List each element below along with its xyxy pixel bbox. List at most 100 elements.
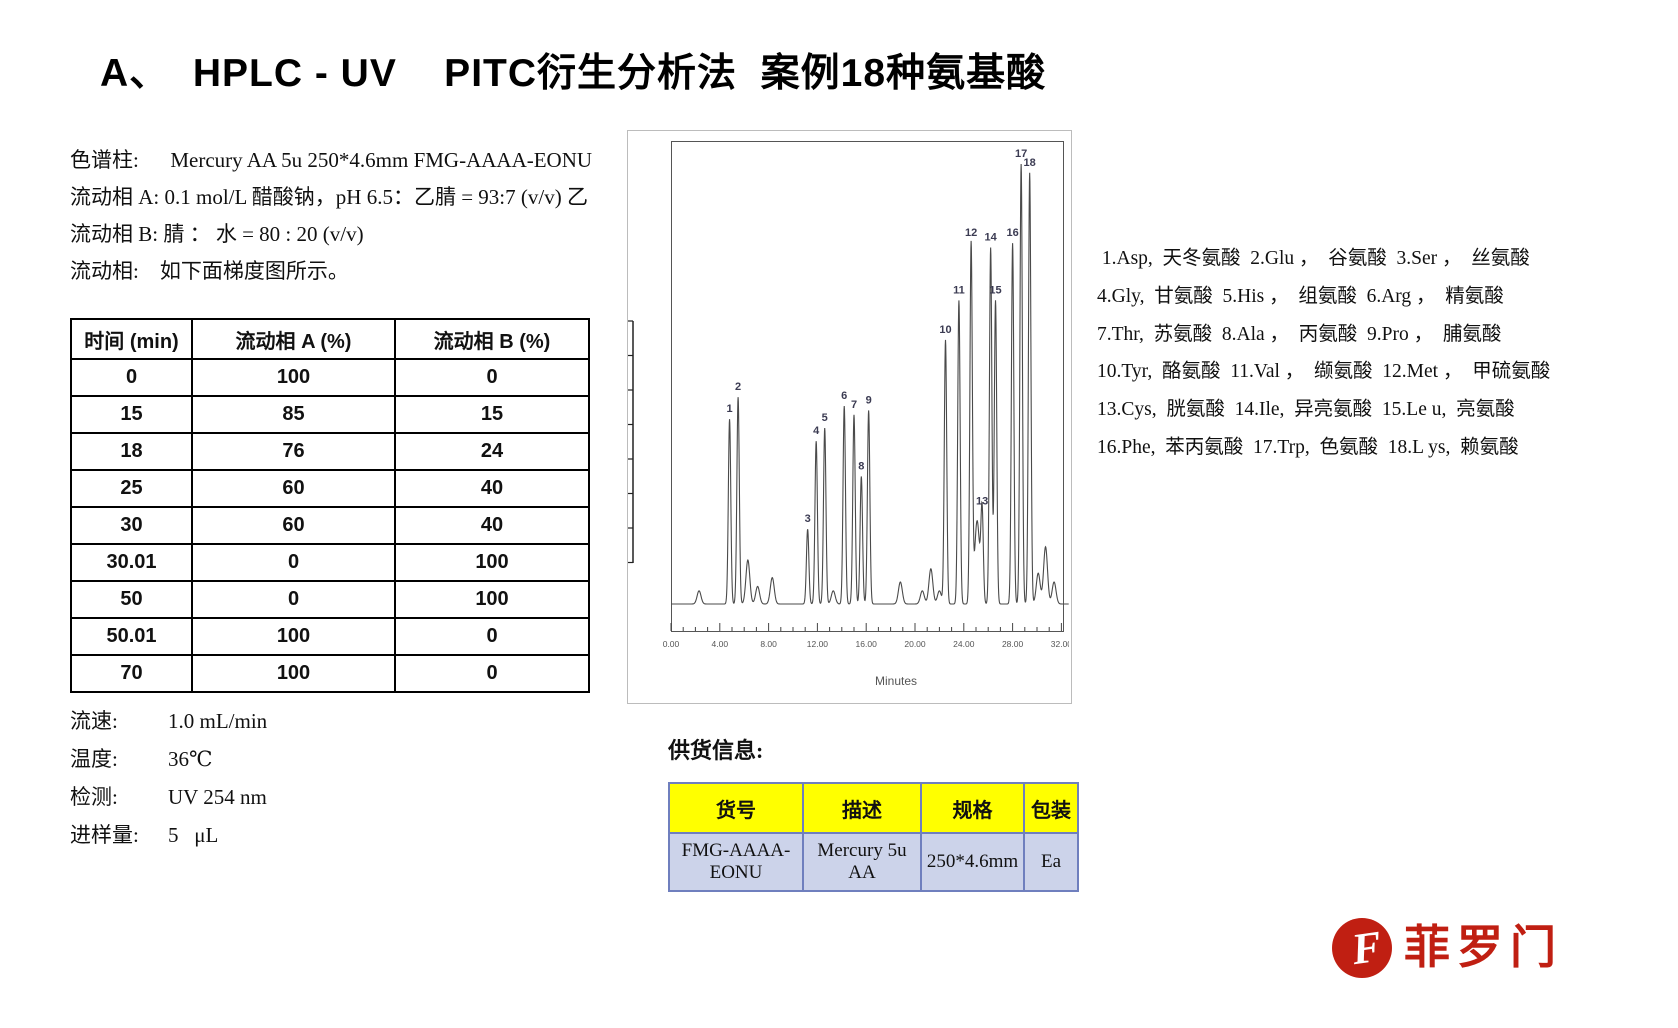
run-conditions: 流速: 1.0 mL/min 温度: 36℃ 检测: UV 254 nm 进样量: 5 μL xyxy=(70,702,267,854)
x-tick-label: 0.00 xyxy=(663,639,680,649)
condition-line: 流动相 A: 0.1 mol/L 醋酸钠，pH 6.5：乙腈 = 93:7 (v… xyxy=(70,185,588,209)
plot-frame xyxy=(671,141,1064,632)
gradient-cell: 85 xyxy=(191,395,396,434)
peak-label-9: 9 xyxy=(866,394,872,406)
gradient-cell: 100 xyxy=(394,580,590,619)
gradient-cell: 50.01 xyxy=(70,617,193,656)
condition-line: 流动相 B: 腈 ： 水 = 80 : 20 (v/v) xyxy=(70,222,364,246)
gradient-cell: 40 xyxy=(394,469,590,508)
x-tick-label: 28.00 xyxy=(1002,639,1024,649)
x-tick-label: 20.00 xyxy=(904,639,926,649)
gradient-cell: 40 xyxy=(394,506,590,545)
gradient-cell: 100 xyxy=(191,617,396,656)
peak-label-7: 7 xyxy=(851,399,857,411)
supply-cell: Mercury 5u AA xyxy=(802,832,922,892)
gradient-row: 50.01 100 0 xyxy=(70,617,590,656)
chromatography-conditions: 色谱柱: Mercury AA 5u 250*4.6mm FMG-AAAA-EO… xyxy=(70,142,592,290)
peak-label-16: 16 xyxy=(1006,227,1018,239)
gradient-row: 25 60 40 xyxy=(70,469,590,508)
gradient-cell: 18 xyxy=(70,432,193,471)
brand-logo: F 菲罗门 xyxy=(1330,912,1563,982)
gradient-cell: 0 xyxy=(394,617,590,656)
gradient-cell: 100 xyxy=(191,358,396,397)
gradient-row: 0 100 0 xyxy=(70,358,590,397)
peak-label-13: 13 xyxy=(976,496,988,508)
supply-cell: FMG-AAAA-EONU xyxy=(668,832,804,892)
peak-label-5: 5 xyxy=(822,412,828,424)
x-tick-label: 4.00 xyxy=(712,639,729,649)
chromatogram-panel: 0.00 4.00 8.00 12.00 16.00 20.00 24.00 28.00 32.… xyxy=(627,130,1072,704)
supply-col-header: 包装 xyxy=(1023,782,1079,834)
peak-label-11: 11 xyxy=(953,284,965,296)
condition-label: 温度: xyxy=(70,747,118,771)
condition-value: UV 254 nm xyxy=(168,785,267,809)
gradient-cell: 0 xyxy=(394,358,590,397)
gradient-row: 30.01 0 100 xyxy=(70,543,590,582)
gradient-cell: 100 xyxy=(191,654,396,693)
supply-col-header: 规格 xyxy=(920,782,1025,834)
x-tick-label: 16.00 xyxy=(856,639,878,649)
chromatogram-trace xyxy=(671,163,1069,605)
logo-text: 菲罗门 xyxy=(1404,921,1563,973)
gradient-cell: 60 xyxy=(191,469,396,508)
peak-label-17: 17 xyxy=(1015,148,1027,160)
gradient-cell: 60 xyxy=(191,506,396,545)
x-tick-label: 24.00 xyxy=(953,639,975,649)
page-title: A、 HPLC - UV PITC衍生分析法 案例18种氨基酸 xyxy=(100,52,1047,96)
supply-cell: Ea xyxy=(1023,832,1079,892)
legend-line: 10.Tyr, 酪氨酸 11.Val ， 缬氨酸 12.Met ， 甲硫氨酸 xyxy=(1097,361,1551,383)
gradient-cell: 25 xyxy=(70,469,193,508)
condition-label: 进样量: xyxy=(70,823,139,847)
gradient-cell: 100 xyxy=(394,543,590,582)
peak-label-1: 1 xyxy=(726,403,732,415)
x-tick-label: 32.00 xyxy=(1051,639,1069,649)
peak-label-15: 15 xyxy=(989,284,1001,296)
gradient-table: 时间 (min) 流动相 A (%) 流动相 B (%) 0 100 0 15 85 15 18 7… xyxy=(70,318,590,693)
legend-line: 4.Gly, 甘氨酸 5.His ， 组氨酸 6.Arg ， 精氨酸 xyxy=(1097,285,1504,307)
gradient-cell: 30 xyxy=(70,506,193,545)
gradient-cell: 76 xyxy=(191,432,396,471)
peak-label-8: 8 xyxy=(858,460,864,472)
amino-acid-legend: 1.Asp, 天冬氨酸 2.Glu ， 谷氨酸 3.Ser ， 丝氨酸 4.Gly… xyxy=(1097,240,1551,467)
gradient-cell: 0 xyxy=(70,358,193,397)
legend-line: 13.Cys, 胱氨酸 14.Ile, 异亮氨酸 15.Le u, 亮氨酸 xyxy=(1097,399,1515,421)
peak-label-2: 2 xyxy=(735,381,741,393)
condition-value: 1.0 mL/min xyxy=(168,709,268,733)
condition-row: 温度: 36℃ xyxy=(70,740,267,778)
gradient-cell: 15 xyxy=(394,395,590,434)
gradient-cell: 70 xyxy=(70,654,193,693)
legend-line: 16.Phe, 苯丙氨酸 17.Trp, 色氨酸 18.L ys, 赖氨酸 xyxy=(1097,436,1519,458)
gradient-row: 30 60 40 xyxy=(70,506,590,545)
condition-line: 色谱柱: Mercury AA 5u 250*4.6mm FMG-AAAA-EO… xyxy=(70,148,593,172)
condition-line: 流动相: 如下面梯度图所示。 xyxy=(70,259,349,283)
legend-line: 7.Thr, 苏氨酸 8.Ala ， 丙氨酸 9.Pro ， 脯氨酸 xyxy=(1097,323,1502,345)
svg-text:F: F xyxy=(1348,922,1385,975)
gradient-row: 18 76 24 xyxy=(70,432,590,471)
chromatogram-plot: 0.00 4.00 8.00 12.00 16.00 20.00 24.00 28.00 32.… xyxy=(628,141,1072,688)
gradient-cell: 50 xyxy=(70,580,193,619)
gradient-cell: 24 xyxy=(394,432,590,471)
peak-label-4: 4 xyxy=(813,425,820,437)
peak-label-6: 6 xyxy=(841,390,847,402)
peak-label-12: 12 xyxy=(965,227,977,239)
gradient-row: 50 0 100 xyxy=(70,580,590,619)
condition-label: 检测: xyxy=(70,785,118,809)
supply-col-header: 货号 xyxy=(668,782,804,834)
gradient-cell: 0 xyxy=(191,543,396,582)
supply-info-heading: 供货信息: xyxy=(668,738,764,763)
condition-value: 5 μL xyxy=(168,823,219,847)
condition-label: 流速: xyxy=(70,709,118,733)
condition-row: 流速: 1.0 mL/min xyxy=(70,702,267,740)
condition-row: 进样量: 5 μL xyxy=(70,816,267,854)
supply-col-header: 描述 xyxy=(802,782,922,834)
gradient-col-header: 时间 (min) xyxy=(70,318,193,360)
gradient-row: 70 100 0 xyxy=(70,654,590,693)
supply-table: 货号 描述 规格 包装 FMG-AAAA-EONU Mercury 5u AA 250*4.… xyxy=(668,782,1079,892)
x-tick-label: 8.00 xyxy=(760,639,777,649)
peak-label-10: 10 xyxy=(939,324,951,336)
gradient-cell: 0 xyxy=(394,654,590,693)
logo-mark-icon: F xyxy=(1332,918,1392,978)
peak-label-3: 3 xyxy=(805,513,811,525)
supply-row: FMG-AAAA-EONU Mercury 5u AA 250*4.6mm Ea xyxy=(668,832,1079,892)
gradient-row: 15 85 15 xyxy=(70,395,590,434)
